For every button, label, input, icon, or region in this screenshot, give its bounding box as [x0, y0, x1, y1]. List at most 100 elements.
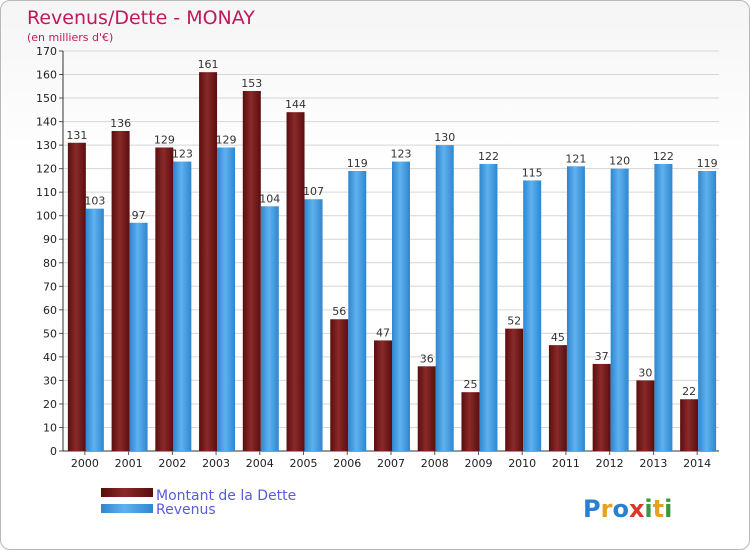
bar-revenus	[435, 145, 454, 451]
value-label-revenus: 121	[565, 152, 586, 165]
bar-debt	[330, 319, 349, 451]
y-tick-label: 150	[36, 92, 57, 105]
bar-debt	[67, 142, 86, 451]
value-label-debt: 153	[241, 77, 262, 90]
bar-revenus	[654, 163, 673, 452]
value-label-debt: 45	[551, 331, 565, 344]
value-label-revenus: 123	[172, 148, 193, 161]
bar-debt	[374, 340, 392, 451]
y-tick-label: 120	[36, 163, 57, 176]
x-tick-label: 2009	[464, 457, 492, 470]
value-label-debt: 52	[507, 315, 521, 328]
value-label-revenus: 97	[132, 209, 146, 222]
value-label-revenus: 122	[653, 150, 674, 163]
bar-debt	[548, 345, 567, 451]
value-label-revenus: 107	[303, 185, 324, 198]
y-tick-label: 80	[43, 257, 57, 270]
chart-subtitle: (en milliers d'€)	[27, 31, 113, 44]
value-label-revenus: 123	[391, 148, 412, 161]
x-tick-label: 2008	[421, 457, 449, 470]
legend: Montant de la Dette Revenus	[101, 488, 296, 518]
x-tick-label: 2002	[158, 457, 186, 470]
bar-revenus	[698, 171, 717, 451]
value-label-debt: 129	[154, 133, 175, 146]
chart-title: Revenus/Dette - MONAY	[27, 7, 255, 29]
bar-debt	[461, 392, 480, 451]
value-label-revenus: 122	[478, 150, 499, 163]
y-tick-label: 10	[43, 421, 57, 434]
y-tick-label: 20	[43, 398, 57, 411]
bar-debt	[286, 112, 305, 452]
value-label-revenus: 129	[216, 133, 237, 146]
value-label-debt: 47	[376, 326, 390, 339]
y-tick-label: 30	[43, 374, 57, 387]
bar-revenus	[610, 168, 629, 451]
x-tick-label: 2004	[246, 457, 274, 470]
value-label-debt: 144	[285, 98, 306, 111]
bar-revenus	[217, 147, 236, 451]
value-label-revenus: 119	[347, 157, 368, 170]
value-label-debt: 25	[463, 378, 477, 391]
x-tick-label: 2005	[290, 457, 318, 470]
y-tick-label: 160	[36, 69, 57, 82]
x-tick-label: 2006	[333, 457, 361, 470]
bar-revenus	[260, 206, 279, 451]
x-tick-label: 2003	[202, 457, 230, 470]
x-tick-label: 2001	[115, 457, 143, 470]
bar-debt	[155, 147, 174, 451]
bar-revenus	[129, 222, 148, 451]
value-label-revenus: 115	[522, 166, 543, 179]
y-tick-label: 50	[43, 327, 57, 340]
bar-debt	[505, 328, 524, 451]
bar-debt	[636, 380, 655, 451]
y-tick-label: 60	[43, 304, 57, 317]
y-tick-label: 130	[36, 139, 57, 152]
y-tick-label: 90	[43, 233, 57, 246]
logo-text: Proxiti	[583, 495, 672, 523]
value-label-revenus: 120	[609, 155, 630, 168]
y-tick-label: 40	[43, 351, 57, 364]
y-tick-label: 170	[36, 45, 57, 58]
bar-revenus	[173, 161, 192, 451]
bar-revenus	[304, 199, 323, 451]
value-label-debt: 36	[420, 352, 434, 365]
x-tick-label: 2000	[71, 457, 99, 470]
y-tick-label: 110	[36, 186, 57, 199]
legend-label-revenus: Revenus	[156, 502, 216, 518]
legend-swatch-debt	[101, 488, 153, 497]
bar-debt	[111, 131, 130, 451]
proxiti-logo: Proxiti	[583, 495, 672, 523]
value-label-debt: 30	[638, 366, 652, 379]
x-tick-label: 2013	[639, 457, 667, 470]
bar-revenus	[479, 163, 498, 452]
bar-debt	[242, 91, 261, 451]
bars-layer: 131 103 136 97 129 123 161 129 153 104 144 107 56 119…	[66, 58, 718, 452]
value-label-revenus: 104	[259, 192, 280, 205]
value-label-revenus: 119	[697, 157, 718, 170]
legend-swatch-revenus	[101, 504, 153, 513]
y-tick-label: 100	[36, 210, 57, 223]
legend-label-debt: Montant de la Dette	[156, 488, 296, 504]
axis-layer: 0 10 20 30 40 50 60 70 80 90 100 110 120 130 140 150 160…	[36, 45, 719, 470]
bar-revenus	[523, 180, 542, 452]
value-label-debt: 136	[110, 117, 131, 130]
bar-debt	[417, 366, 436, 451]
x-tick-label: 2010	[508, 457, 536, 470]
value-label-revenus: 130	[434, 131, 455, 144]
bar-debt	[199, 72, 218, 452]
y-tick-label: 0	[50, 445, 57, 458]
bar-revenus	[85, 208, 104, 451]
x-tick-label: 2007	[377, 457, 405, 470]
value-label-debt: 56	[332, 305, 346, 318]
value-label-debt: 131	[66, 129, 87, 142]
value-label-debt: 161	[198, 58, 219, 71]
bar-revenus	[566, 166, 585, 451]
bar-debt	[680, 399, 699, 451]
value-label-revenus: 103	[84, 195, 105, 208]
x-tick-label: 2012	[596, 457, 624, 470]
x-tick-label: 2011	[552, 457, 580, 470]
x-tick-label: 2014	[683, 457, 711, 470]
bar-revenus	[348, 171, 367, 451]
